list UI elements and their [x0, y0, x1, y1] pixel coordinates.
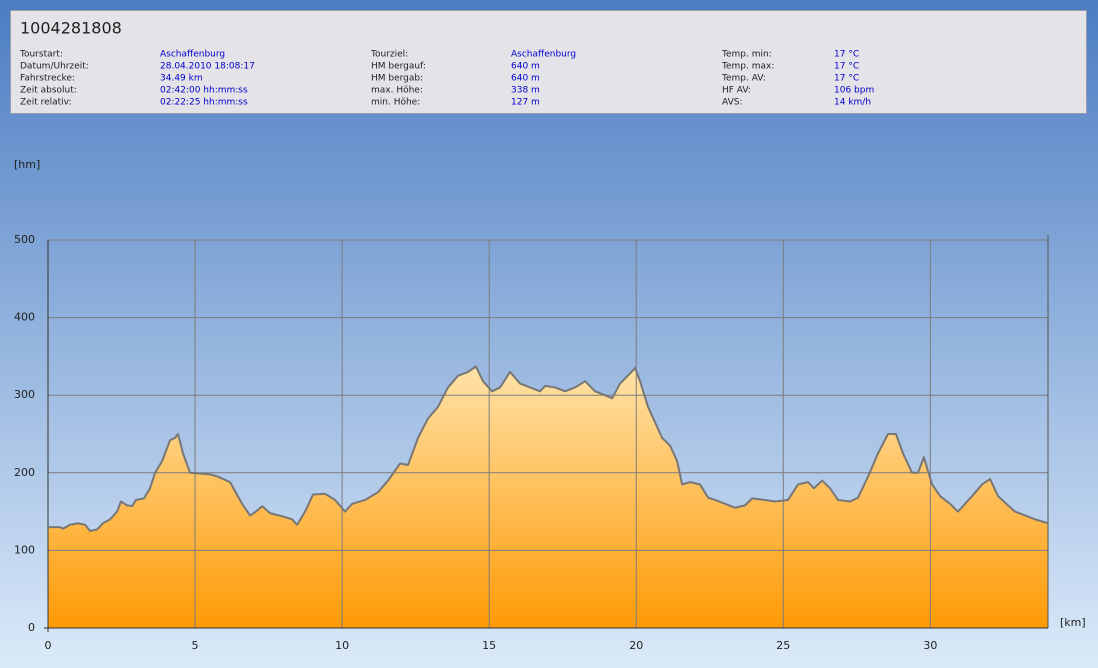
info-label: HF AV: — [722, 86, 751, 96]
info-value: 17 °C — [834, 50, 859, 60]
info-value: 14 km/h — [834, 98, 871, 108]
y-tick-label: 400 — [14, 311, 35, 324]
x-tick-label: 5 — [192, 639, 199, 652]
tour-title: 1004281808 — [20, 19, 122, 38]
x-tick-label: 15 — [482, 639, 496, 652]
area-fill — [48, 366, 1048, 628]
y-tick-label: 100 — [14, 543, 35, 556]
x-tick-label: 10 — [335, 639, 349, 652]
y-tick-label: 500 — [14, 233, 35, 246]
info-label: HM bergauf: — [371, 62, 426, 72]
info-value: 17 °C — [834, 74, 859, 84]
y-axis-label: [hm] — [14, 158, 40, 171]
info-value: 640 m — [511, 74, 540, 84]
info-panel — [10, 10, 1087, 114]
info-value: 34.49 km — [160, 74, 203, 84]
x-tick-label: 30 — [923, 639, 937, 652]
info-label: Datum/Uhrzeit: — [20, 62, 89, 72]
info-label: Temp. min: — [721, 50, 772, 60]
info-label: Temp. AV: — [721, 74, 766, 84]
info-label: Tourziel: — [370, 50, 408, 60]
chart: [hm] [km] 0 100 200 300 400 500 0 5 10 15 20 25 30 — [14, 158, 1086, 652]
x-tick-label: 0 — [45, 639, 52, 652]
info-label: HM bergab: — [371, 74, 423, 84]
x-tick-label: 20 — [629, 639, 643, 652]
x-tick-label: 25 — [776, 639, 790, 652]
info-value: 28.04.2010 18:08:17 — [160, 62, 255, 72]
info-table: Tourstart: Aschaffenburg Datum/Uhrzeit: 28.… — [19, 50, 874, 108]
info-label: max. Höhe: — [371, 86, 423, 96]
info-value: 127 m — [511, 98, 540, 108]
x-axis-label: [km] — [1060, 616, 1086, 629]
elevation-line — [48, 365, 1049, 532]
y-tick-label: 300 — [14, 388, 35, 401]
info-value: 640 m — [511, 62, 540, 72]
y-tick-label: 200 — [14, 466, 35, 479]
info-label: Zeit relativ: — [20, 98, 72, 108]
info-value: 17 °C — [834, 62, 859, 72]
info-label: Zeit absolut: — [20, 86, 77, 96]
info-value: 338 m — [511, 86, 540, 96]
info-value: 02:42:00 hh:mm:ss — [160, 86, 248, 96]
info-value: 02:22:25 hh:mm:ss — [160, 98, 248, 108]
info-label: Temp. max: — [721, 62, 774, 72]
info-label: Fahrstrecke: — [20, 74, 75, 84]
info-value: Aschaffenburg — [511, 50, 576, 60]
info-value: 106 bpm — [834, 86, 874, 96]
info-value: Aschaffenburg — [160, 50, 225, 60]
info-label: Tourstart: — [19, 50, 63, 60]
y-tick-label: 0 — [28, 621, 35, 634]
info-label: AVS: — [722, 98, 742, 108]
info-label: min. Höhe: — [371, 98, 420, 108]
